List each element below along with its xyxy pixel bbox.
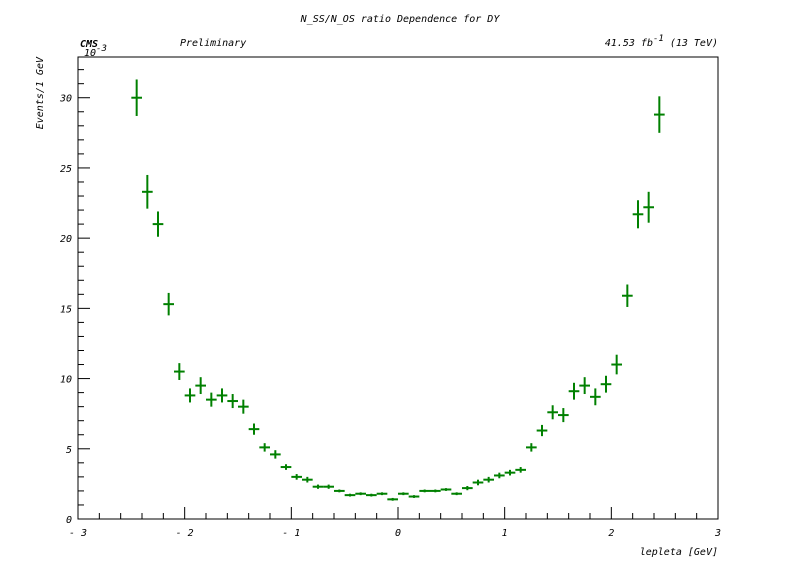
data-point xyxy=(632,200,644,229)
data-point xyxy=(323,484,334,489)
x-tick-label: 3 xyxy=(714,528,721,539)
data-point xyxy=(430,489,441,493)
data-point xyxy=(142,174,153,209)
x-axis-title: lepleta [GeV] xyxy=(640,547,718,558)
data-point xyxy=(611,354,622,375)
data-point xyxy=(291,474,302,480)
subtitle-left: CMS xyxy=(80,39,98,50)
data-points xyxy=(131,79,665,501)
data-point xyxy=(259,443,270,452)
data-point xyxy=(451,492,462,496)
data-point xyxy=(238,399,249,414)
x-tick-label: 1 xyxy=(502,528,508,539)
data-point xyxy=(600,375,612,393)
data-point xyxy=(195,377,206,395)
data-point xyxy=(366,493,377,497)
data-point xyxy=(494,472,505,479)
data-point xyxy=(344,493,356,497)
subtitle-center: Preliminary xyxy=(180,38,246,49)
data-point xyxy=(302,476,313,483)
data-point xyxy=(398,492,409,496)
data-point xyxy=(280,464,292,470)
data-point xyxy=(579,377,590,395)
y-tick-label: 0 xyxy=(66,515,72,526)
chart-title: N_SS/N_OS ratio Dependence for DY xyxy=(300,14,501,25)
y-tick-label: 15 xyxy=(60,304,72,315)
data-point xyxy=(440,488,452,491)
data-point xyxy=(152,211,164,237)
data-point xyxy=(408,495,420,498)
data-point xyxy=(515,467,526,473)
data-point xyxy=(376,492,388,496)
data-point xyxy=(526,443,537,452)
x-tick-label: 2 xyxy=(608,528,614,539)
data-point xyxy=(248,423,260,435)
plot-frame xyxy=(77,56,719,520)
data-point xyxy=(163,292,174,316)
data-point xyxy=(590,388,601,406)
data-point xyxy=(558,408,569,423)
data-point xyxy=(206,392,217,407)
data-point xyxy=(216,388,228,403)
x-tick-label: - 2 xyxy=(176,528,194,539)
y-multiplier-base: 10 xyxy=(84,48,96,59)
y-tick-label: 30 xyxy=(59,94,72,105)
y-tick-label: 5 xyxy=(66,445,72,456)
y-multiplier: 10-3 xyxy=(84,44,107,59)
luminosity-value: 41.53 fb xyxy=(605,38,653,49)
data-point xyxy=(504,469,516,476)
y-tick-label: 10 xyxy=(60,375,72,386)
data-point xyxy=(227,394,238,409)
luminosity-label: 41.53 fb-1 (13 TeV) xyxy=(605,34,718,49)
data-point xyxy=(536,424,548,437)
data-point xyxy=(622,284,633,307)
x-tick-label: - 1 xyxy=(282,528,300,539)
data-point xyxy=(355,492,366,496)
data-point xyxy=(472,479,484,486)
data-point xyxy=(654,96,665,133)
data-point xyxy=(462,486,473,491)
x-tick-label: - 3 xyxy=(69,528,87,539)
data-point xyxy=(547,405,558,420)
y-tick-label: 25 xyxy=(60,164,72,175)
y-axis-title: Events/1 GeV xyxy=(35,56,46,129)
data-point xyxy=(419,489,430,493)
data-point xyxy=(174,363,185,380)
data-point xyxy=(643,191,654,223)
data-point xyxy=(312,484,324,489)
data-point xyxy=(334,489,345,493)
y-multiplier-exponent: -3 xyxy=(96,44,107,54)
luminosity-exponent: -1 xyxy=(653,34,664,44)
data-point xyxy=(387,497,398,501)
data-point xyxy=(483,476,494,483)
y-tick-label: 20 xyxy=(60,234,72,245)
energy-label: (13 TeV) xyxy=(670,38,718,49)
data-point xyxy=(184,388,196,403)
data-point xyxy=(131,79,142,116)
x-tick-label: 0 xyxy=(395,528,401,539)
data-point xyxy=(568,382,580,400)
data-point xyxy=(270,450,281,459)
